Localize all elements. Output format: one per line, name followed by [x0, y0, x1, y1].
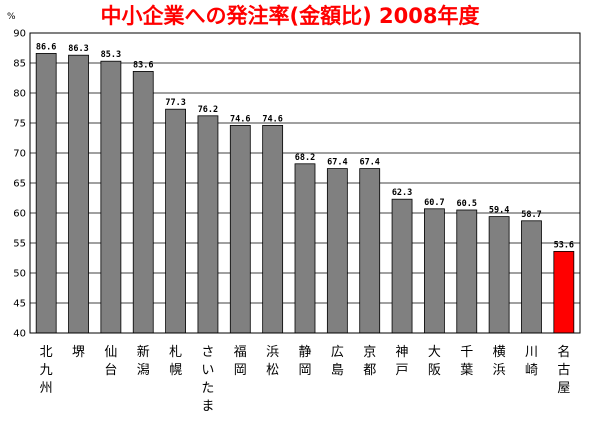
y-axis-ticks: 40 45 50 55 60 65 70 75 80 85 90 [13, 29, 26, 340]
bar [553, 250, 575, 334]
category-label: さいたま [201, 345, 214, 414]
data-label: 62.3 [392, 188, 412, 198]
y-unit-label: % [7, 12, 16, 22]
bar [262, 125, 284, 334]
bar [294, 163, 316, 334]
data-labels: 86.6 86.3 85.3 83.6 77.3 76.2 74.6 74.6 68.2 67.4… [36, 42, 574, 250]
bar [488, 216, 510, 334]
data-label: 76.2 [198, 105, 218, 115]
category-label: 神戸 [396, 345, 409, 378]
y-tick-label: 85 [13, 59, 26, 70]
category-label: 千葉 [460, 345, 473, 378]
bar [391, 198, 413, 334]
category-label: 福岡 [234, 345, 247, 378]
data-label: 74.6 [262, 114, 282, 124]
category-label: 名古屋 [557, 344, 570, 396]
category-label: 浜松 [266, 345, 279, 378]
data-label: 77.3 [165, 98, 185, 108]
data-label: 60.5 [457, 199, 477, 209]
grid-lines [30, 62, 580, 304]
bar [197, 115, 219, 334]
y-tick-label: 80 [13, 89, 26, 100]
bar [456, 209, 478, 334]
data-label: 67.4 [359, 158, 379, 168]
bar [424, 208, 445, 334]
y-tick-label: 40 [13, 329, 26, 340]
data-label: 60.7 [424, 198, 444, 208]
bar [68, 54, 89, 334]
y-tick-label: 60 [13, 209, 26, 220]
category-label: 札幌 [169, 345, 182, 378]
y-tick-label: 45 [13, 299, 26, 310]
plot-border [29, 32, 581, 334]
category-label: 新潟 [137, 344, 150, 378]
y-tick-label: 65 [13, 179, 26, 190]
data-label: 53.6 [554, 240, 574, 250]
category-label: 堺 [72, 345, 85, 360]
data-label: 59.4 [489, 206, 509, 216]
data-label: 85.3 [101, 50, 121, 60]
category-label: 横浜 [493, 345, 506, 378]
data-label: 58.7 [521, 210, 541, 220]
y-tick-label: 55 [13, 239, 26, 250]
category-label: 北九州 [40, 345, 53, 396]
bar [165, 108, 186, 334]
bar [521, 220, 542, 334]
y-tick-label: 90 [13, 29, 26, 40]
data-label: 67.4 [327, 158, 347, 168]
plot-frame [29, 32, 581, 334]
data-label: 83.6 [133, 60, 153, 70]
category-label: 大阪 [428, 345, 441, 378]
bar [100, 60, 122, 334]
category-label: 川崎 [525, 345, 538, 378]
bar [359, 168, 381, 334]
category-label: 静岡 [298, 345, 311, 378]
y-tick-label: 75 [13, 119, 26, 130]
data-label: 68.2 [295, 153, 315, 163]
data-label: 86.6 [36, 42, 56, 52]
bars [35, 53, 575, 334]
category-label: 仙台 [104, 345, 117, 378]
data-label: 86.3 [68, 44, 88, 54]
chart-title: 中小企業への発注率(金額比) 2008年度 [100, 4, 480, 28]
y-tick-label: 70 [13, 149, 26, 160]
y-tick-label: 50 [13, 269, 26, 280]
data-label: 74.6 [230, 114, 250, 124]
category-label: 京都 [363, 345, 376, 378]
category-label: 広島 [331, 345, 344, 378]
bar [326, 168, 348, 334]
bar [229, 125, 251, 334]
bar [132, 71, 154, 334]
bar [35, 53, 57, 334]
